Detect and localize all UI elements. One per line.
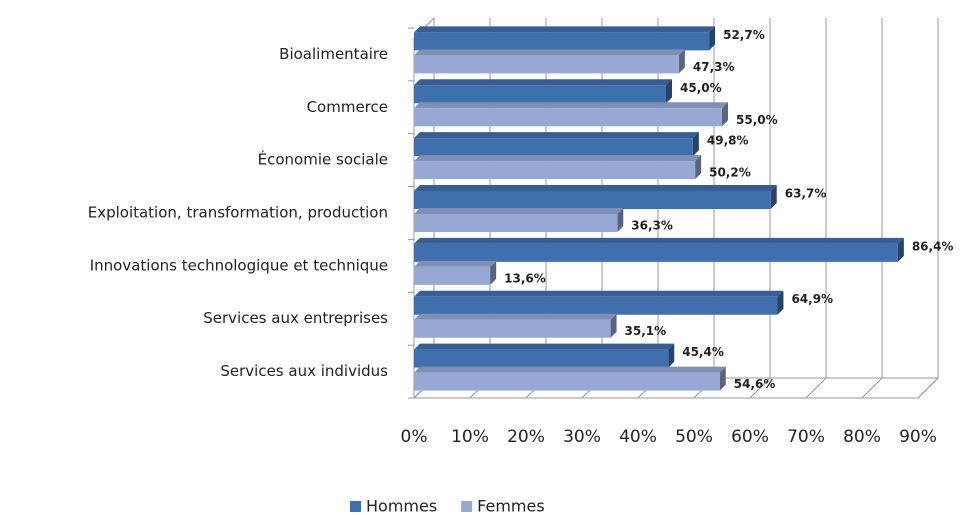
bar-face (414, 237, 904, 244)
value-label: 50,2% (709, 166, 751, 180)
grid-line (861, 18, 883, 399)
bar-face (414, 214, 618, 232)
bar-face (617, 208, 624, 232)
bar-face (695, 155, 702, 180)
bar-face (719, 366, 726, 391)
bar-face (414, 32, 710, 51)
bar-face (414, 102, 728, 109)
x-tick-label: 10% (451, 427, 489, 447)
bar (414, 208, 624, 232)
bar (414, 290, 784, 315)
x-tick-label: 40% (619, 427, 657, 447)
x-tick-label: 20% (507, 427, 545, 447)
bar (414, 237, 904, 262)
bar (414, 102, 728, 127)
bar-face (414, 290, 784, 297)
value-label: 36,3% (631, 219, 673, 233)
bar-face (414, 319, 611, 338)
bar (414, 313, 617, 338)
bar (414, 260, 497, 285)
bar-face (414, 266, 491, 285)
x-tick-label: 90% (899, 427, 937, 447)
category-label: Innovations technologique et technique (90, 256, 388, 274)
category-label: Commerce (307, 98, 388, 116)
bar-face (897, 237, 904, 262)
grid-line (749, 18, 771, 399)
value-label: 45,4% (682, 345, 724, 359)
bar (414, 343, 675, 368)
value-label: 64,9% (791, 292, 833, 306)
bar-face (770, 185, 777, 209)
legend-label: Hommes (366, 497, 437, 515)
bar-face (414, 185, 777, 191)
bar-face (414, 208, 624, 214)
bar-face (414, 366, 726, 373)
bar-face (666, 79, 672, 104)
x-tick-label: 70% (787, 427, 825, 447)
category-label: Services aux entreprises (203, 309, 388, 327)
x-tick-label: 80% (843, 427, 881, 447)
bar (414, 26, 716, 51)
value-label: 55,0% (736, 113, 778, 127)
legend-label: Femmes (477, 497, 545, 515)
bar-face (414, 372, 720, 391)
bar-face (414, 349, 669, 368)
value-label: 63,7% (785, 187, 827, 201)
category-label: Exploitation, transformation, production (88, 204, 388, 222)
grid-line (805, 18, 827, 399)
bar-face (414, 343, 675, 350)
bar-face (610, 313, 617, 338)
x-tick-label: 30% (563, 427, 601, 447)
bar-face (414, 161, 696, 180)
bar-face (490, 260, 497, 285)
x-tick-label: 60% (731, 427, 769, 447)
category-label: Services aux individus (220, 362, 388, 380)
bar-face (414, 108, 722, 127)
value-label: 86,4% (912, 239, 954, 253)
value-label: 35,1% (625, 324, 667, 338)
bar-face (414, 55, 679, 74)
bar-face (777, 290, 784, 315)
legend-swatch (461, 501, 473, 512)
bar-face (414, 49, 685, 56)
bar (414, 79, 672, 104)
value-label: 52,7% (723, 28, 765, 42)
bar (414, 49, 685, 74)
bar-face (414, 132, 699, 139)
bar-face (414, 313, 617, 320)
bar-face (414, 26, 716, 33)
bar-face (692, 132, 699, 157)
bar-face (414, 85, 666, 104)
x-tick-label: 0% (401, 427, 428, 447)
bar-face (722, 102, 728, 127)
bar-face (414, 243, 898, 262)
value-label: 13,6% (504, 271, 546, 285)
bar-face (678, 49, 685, 74)
value-label: 47,3% (693, 60, 735, 74)
bar-face (414, 138, 693, 157)
category-label: Bioalimentaire (279, 45, 388, 63)
bar (414, 132, 699, 157)
bar-face (414, 296, 778, 315)
bar-face (414, 79, 672, 86)
bar-face (414, 191, 771, 209)
value-label: 45,0% (680, 81, 722, 95)
value-label: 49,8% (707, 134, 749, 148)
bar (414, 366, 726, 391)
category-label: Économie sociale (258, 150, 388, 169)
bar-face (709, 26, 716, 51)
bar (414, 185, 777, 209)
x-tick-label: 50% (675, 427, 713, 447)
grid-line (917, 18, 939, 399)
bar (414, 155, 702, 180)
bar-face (668, 343, 675, 368)
bar-face (414, 260, 497, 267)
legend-swatch (350, 501, 361, 512)
value-label: 54,6% (734, 377, 776, 391)
bar-face (414, 155, 702, 162)
